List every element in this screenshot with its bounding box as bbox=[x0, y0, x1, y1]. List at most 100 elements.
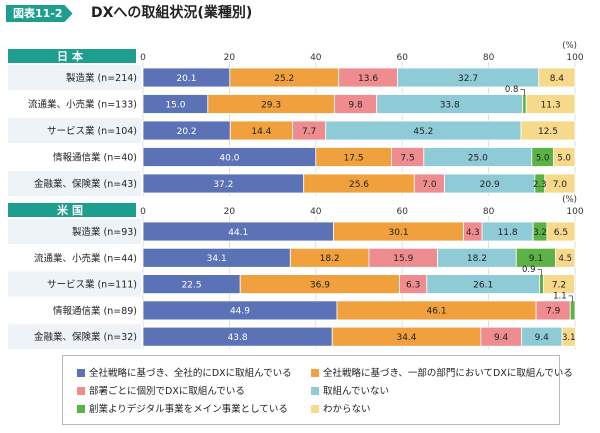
legend-item: 創業よりデジタル事業をメイン事業としている bbox=[77, 404, 288, 416]
data-label: 7.7 bbox=[302, 127, 316, 137]
data-label: 8.4 bbox=[550, 74, 565, 84]
data-label: 46.1 bbox=[427, 307, 447, 317]
bar-segment bbox=[525, 94, 576, 114]
data-label: 5.0 bbox=[557, 153, 571, 163]
tick-label: 100 bbox=[566, 207, 583, 217]
legend-item: わからない bbox=[311, 404, 371, 416]
data-label: 6.5 bbox=[554, 228, 568, 238]
row-band bbox=[8, 271, 141, 297]
legend-swatch bbox=[77, 387, 85, 395]
data-label: 34.1 bbox=[207, 254, 227, 264]
data-label: 22.5 bbox=[182, 280, 202, 290]
legend-label: 部署ごとに個別でDXに取組んでいる bbox=[89, 386, 245, 397]
row-band bbox=[8, 171, 141, 196]
figure-title: DXへの取組状況(業種別) bbox=[91, 5, 253, 21]
data-label: 2.3 bbox=[533, 180, 547, 190]
legend-item: 全社戦略に基づき、全社的にDXに取組んでいる bbox=[77, 368, 292, 380]
data-label: 9.8 bbox=[348, 100, 363, 110]
panel-label-box bbox=[8, 49, 136, 63]
data-label: 15.9 bbox=[393, 254, 413, 264]
data-label: 3.2 bbox=[533, 228, 547, 238]
bar-segment bbox=[569, 300, 576, 321]
tick-label: 60 bbox=[396, 207, 408, 217]
data-label: 45.2 bbox=[413, 127, 433, 137]
data-label: 37.2 bbox=[213, 180, 233, 190]
bar-segment bbox=[546, 221, 576, 242]
bar-segment bbox=[538, 67, 576, 88]
panel-us: 米国 (%) 0 20 40 60 80 100 製造業 (n=93) 流通業、小売業 (n=44… bbox=[8, 195, 584, 350]
legend-item: 取組んでいない bbox=[311, 386, 389, 398]
data-label: 36.9 bbox=[310, 280, 330, 290]
legend: 全社戦略に基づき、全社的にDXに取組んでいる 全社戦略に基づき、一部の部門において… bbox=[62, 355, 573, 425]
panel-label-box bbox=[8, 203, 136, 217]
data-label: 44.9 bbox=[230, 307, 250, 317]
data-label: 9.4 bbox=[494, 333, 509, 343]
data-label: 34.4 bbox=[396, 333, 416, 343]
data-label: 43.8 bbox=[228, 333, 248, 343]
data-label: 25.2 bbox=[274, 74, 294, 84]
category-label: 流通業、小売業 (n=44) bbox=[34, 252, 137, 264]
tick-label: 60 bbox=[396, 53, 408, 63]
row-band bbox=[8, 65, 141, 90]
data-label: 32.7 bbox=[458, 74, 478, 84]
data-label: 7.0 bbox=[553, 180, 568, 190]
tick-label: 40 bbox=[310, 207, 322, 217]
bar-segment bbox=[520, 120, 576, 141]
legend-swatch bbox=[311, 387, 319, 395]
data-label: 12.5 bbox=[538, 127, 558, 137]
data-label: 13.6 bbox=[358, 74, 378, 84]
bar-segment bbox=[522, 94, 527, 114]
tick-label: 100 bbox=[566, 53, 583, 63]
data-label: 14.4 bbox=[251, 127, 271, 137]
data-label: 9.1 bbox=[529, 254, 543, 264]
data-label: 4.3 bbox=[466, 228, 480, 238]
legend-label: 全社戦略に基づき、一部の部門においてDXに取組んでいる bbox=[323, 368, 573, 379]
data-label: 15.0 bbox=[165, 100, 185, 110]
tick-label: 80 bbox=[483, 207, 495, 217]
data-label: 40.0 bbox=[219, 153, 239, 163]
data-label: 25.0 bbox=[468, 153, 488, 163]
data-label: 26.1 bbox=[473, 280, 493, 290]
bar-segment bbox=[561, 326, 576, 347]
row-band bbox=[8, 118, 141, 143]
legend-label: 全社戦略に基づき、全社的にDXに取組んでいる bbox=[89, 368, 292, 379]
row-band bbox=[8, 245, 141, 271]
data-label: 18.2 bbox=[467, 254, 487, 264]
category-label: 製造業 (n=214) bbox=[66, 72, 137, 84]
bar-segment bbox=[539, 274, 544, 295]
data-label: 20.2 bbox=[177, 127, 197, 137]
data-label: 3.1 bbox=[562, 333, 576, 343]
unit-label: (%) bbox=[562, 195, 577, 205]
legend-swatch bbox=[311, 369, 319, 377]
data-label: 9.4 bbox=[535, 333, 550, 343]
data-label: 25.6 bbox=[349, 180, 369, 190]
figure-header: 図表11-2 DXへの取組状況(業種別) bbox=[2, 2, 598, 24]
legend-item: 全社戦略に基づき、一部の部門においてDXに取組んでいる bbox=[311, 368, 573, 380]
category-label: サービス業 (n=104) bbox=[47, 125, 137, 137]
row-band bbox=[8, 91, 141, 117]
data-label: 30.1 bbox=[389, 228, 409, 238]
legend-label: 創業よりデジタル事業をメイン事業としている bbox=[89, 404, 288, 415]
data-label: 7.2 bbox=[552, 280, 566, 290]
data-label: 0.9 bbox=[522, 265, 536, 275]
data-label: 7.9 bbox=[546, 307, 561, 317]
category-label: 情報通信業 (n=40) bbox=[53, 152, 137, 164]
tick-label: 80 bbox=[483, 53, 495, 63]
tick-label: 0 bbox=[140, 207, 146, 217]
data-label: 6.3 bbox=[406, 280, 420, 290]
row-band bbox=[8, 297, 141, 323]
legend-label: わからない bbox=[323, 404, 371, 415]
tick-label: 40 bbox=[310, 53, 322, 63]
data-label: 1.1 bbox=[553, 291, 567, 301]
category-label: 情報通信業 (n=89) bbox=[53, 305, 137, 317]
panel-label: 米国 bbox=[56, 203, 87, 217]
category-label: 金融業、保険業 (n=43) bbox=[34, 178, 137, 190]
data-label: 29.3 bbox=[261, 100, 281, 110]
tick-label: 0 bbox=[140, 53, 146, 63]
legend-swatch bbox=[77, 369, 85, 377]
unit-label: (%) bbox=[562, 41, 577, 51]
data-label: 20.9 bbox=[480, 180, 500, 190]
panel-japan: 日本 (%) 0 20 40 60 80 100 製造業 (n=214) 流通業、小売業 (n=1… bbox=[8, 41, 584, 196]
